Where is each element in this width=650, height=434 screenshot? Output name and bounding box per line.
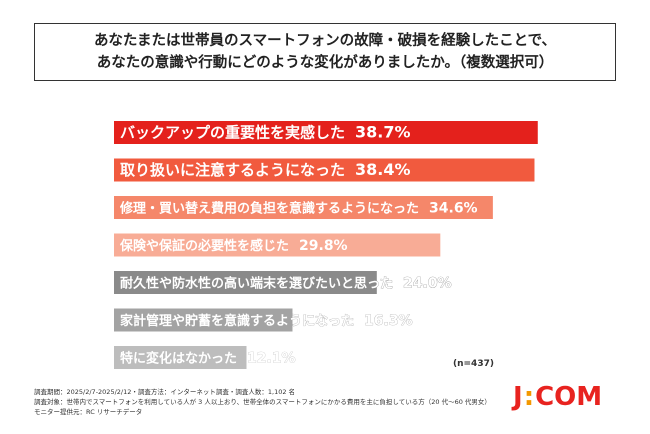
footnote-source: モニター提供元：RC リサーチデータ <box>34 408 143 416</box>
bar-4 <box>114 271 377 294</box>
bar-5 <box>114 308 293 332</box>
sample-size-label: (n=437) <box>453 359 494 369</box>
category-label-6: 特に変化はなかった <box>120 351 237 367</box>
bar-1 <box>114 158 535 182</box>
jcom-logo: J: COM <box>513 382 623 412</box>
title-box: あなたまたは世帯員のスマートフォンの故障・破損を経験したことで、 あなたの意識や… <box>34 23 616 81</box>
value-label-2: 34.6% <box>429 201 478 217</box>
category-label-0: バックアップの重要性を実感した <box>120 124 345 142</box>
category-label-1: 取り扱いに注意するようになった <box>120 161 345 179</box>
logo-com: COM <box>535 382 603 412</box>
category-label-4: 耐久性や防水性の高い端末を選びたいと思った <box>120 276 393 292</box>
category-label-2: 修理・買い替え費用の負担を意識するようになった <box>119 201 419 217</box>
bar-label-1: 取り扱いに注意するようになった 38.4% <box>120 160 411 179</box>
bar-0 <box>114 121 538 144</box>
bar-label-6: 特に変化はなかった 12.1% <box>120 351 296 367</box>
bar-2 <box>114 196 493 219</box>
bar-3 <box>114 233 441 257</box>
value-label-6: 12.1% <box>247 351 296 367</box>
logo-j: J <box>513 382 523 412</box>
bar-label-3: 保険や保証の必要性を感じた 29.8% <box>119 238 348 254</box>
footnote-target: 調査対象：世帯内でスマートフォンを利用している人が 3 人以上おり、世帯全体のス… <box>34 398 491 406</box>
bar-label-5: 家計管理や貯蓄を意識するようになった 16.3% <box>120 313 413 329</box>
logo-colon: : <box>523 382 535 412</box>
value-label-1: 38.4% <box>355 160 411 179</box>
bar-label-2: 修理・買い替え費用の負担を意識するようになった 34.6% <box>119 201 478 217</box>
bar-label-4: 耐久性や防水性の高い端末を選びたいと思った 24.0% <box>120 276 452 292</box>
chart-title: あなたまたは世帯員のスマートフォンの故障・破損を経験したことで、 あなたの意識や… <box>93 33 557 71</box>
footnote-period: 調査期間：2025/2/7-2025/2/12・調査方法：インターネット調査・調… <box>34 388 296 396</box>
value-label-0: 38.7% <box>355 123 411 142</box>
value-label-5: 16.3% <box>364 313 413 329</box>
bar-label-0: バックアップの重要性を実感した 38.7% <box>120 123 411 142</box>
value-label-4: 24.0% <box>403 276 452 292</box>
category-label-3: 保険や保証の必要性を感じた <box>119 238 289 254</box>
category-label-5: 家計管理や貯蓄を意識するようになった <box>120 313 354 329</box>
value-label-3: 29.8% <box>299 238 348 254</box>
bar-6 <box>114 346 247 369</box>
